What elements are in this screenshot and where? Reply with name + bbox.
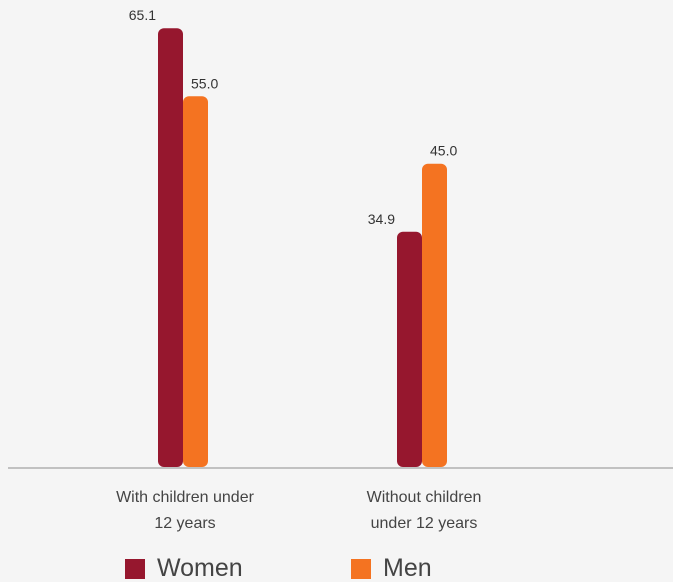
category-label-0-line-0: With children under [116, 489, 255, 506]
value-label-women-1: 34.9 [368, 211, 395, 227]
legend-item-women: Women [125, 555, 243, 582]
value-labels-group: 65.1 34.9 55.0 45.0 [129, 7, 458, 227]
bar-women-0 [158, 28, 183, 467]
category-label-0-line-1: 12 years [154, 515, 215, 532]
category-labels-group: With children under 12 years Without child… [116, 489, 481, 532]
value-label-women-0: 65.1 [129, 7, 156, 23]
category-label-1-line-1: under 12 years [371, 515, 478, 532]
category-label-1-line-0: Without children [367, 489, 482, 506]
legend: Women Men [0, 555, 673, 582]
bars-group [158, 28, 447, 468]
legend-label-women: Women [157, 554, 243, 582]
bar-men-1 [422, 163, 447, 467]
bar-women-1 [397, 231, 422, 467]
bar-chart: 65.1 34.9 55.0 45.0 With children under 12 y… [8, 7, 673, 532]
value-label-men-1: 45.0 [430, 143, 457, 159]
legend-label-men: Men [383, 554, 432, 582]
value-label-men-0: 55.0 [191, 75, 218, 91]
bar-men-0 [183, 96, 208, 468]
legend-swatch-men [351, 558, 371, 579]
legend-item-men: Men [351, 555, 432, 582]
legend-swatch-women [125, 558, 145, 579]
